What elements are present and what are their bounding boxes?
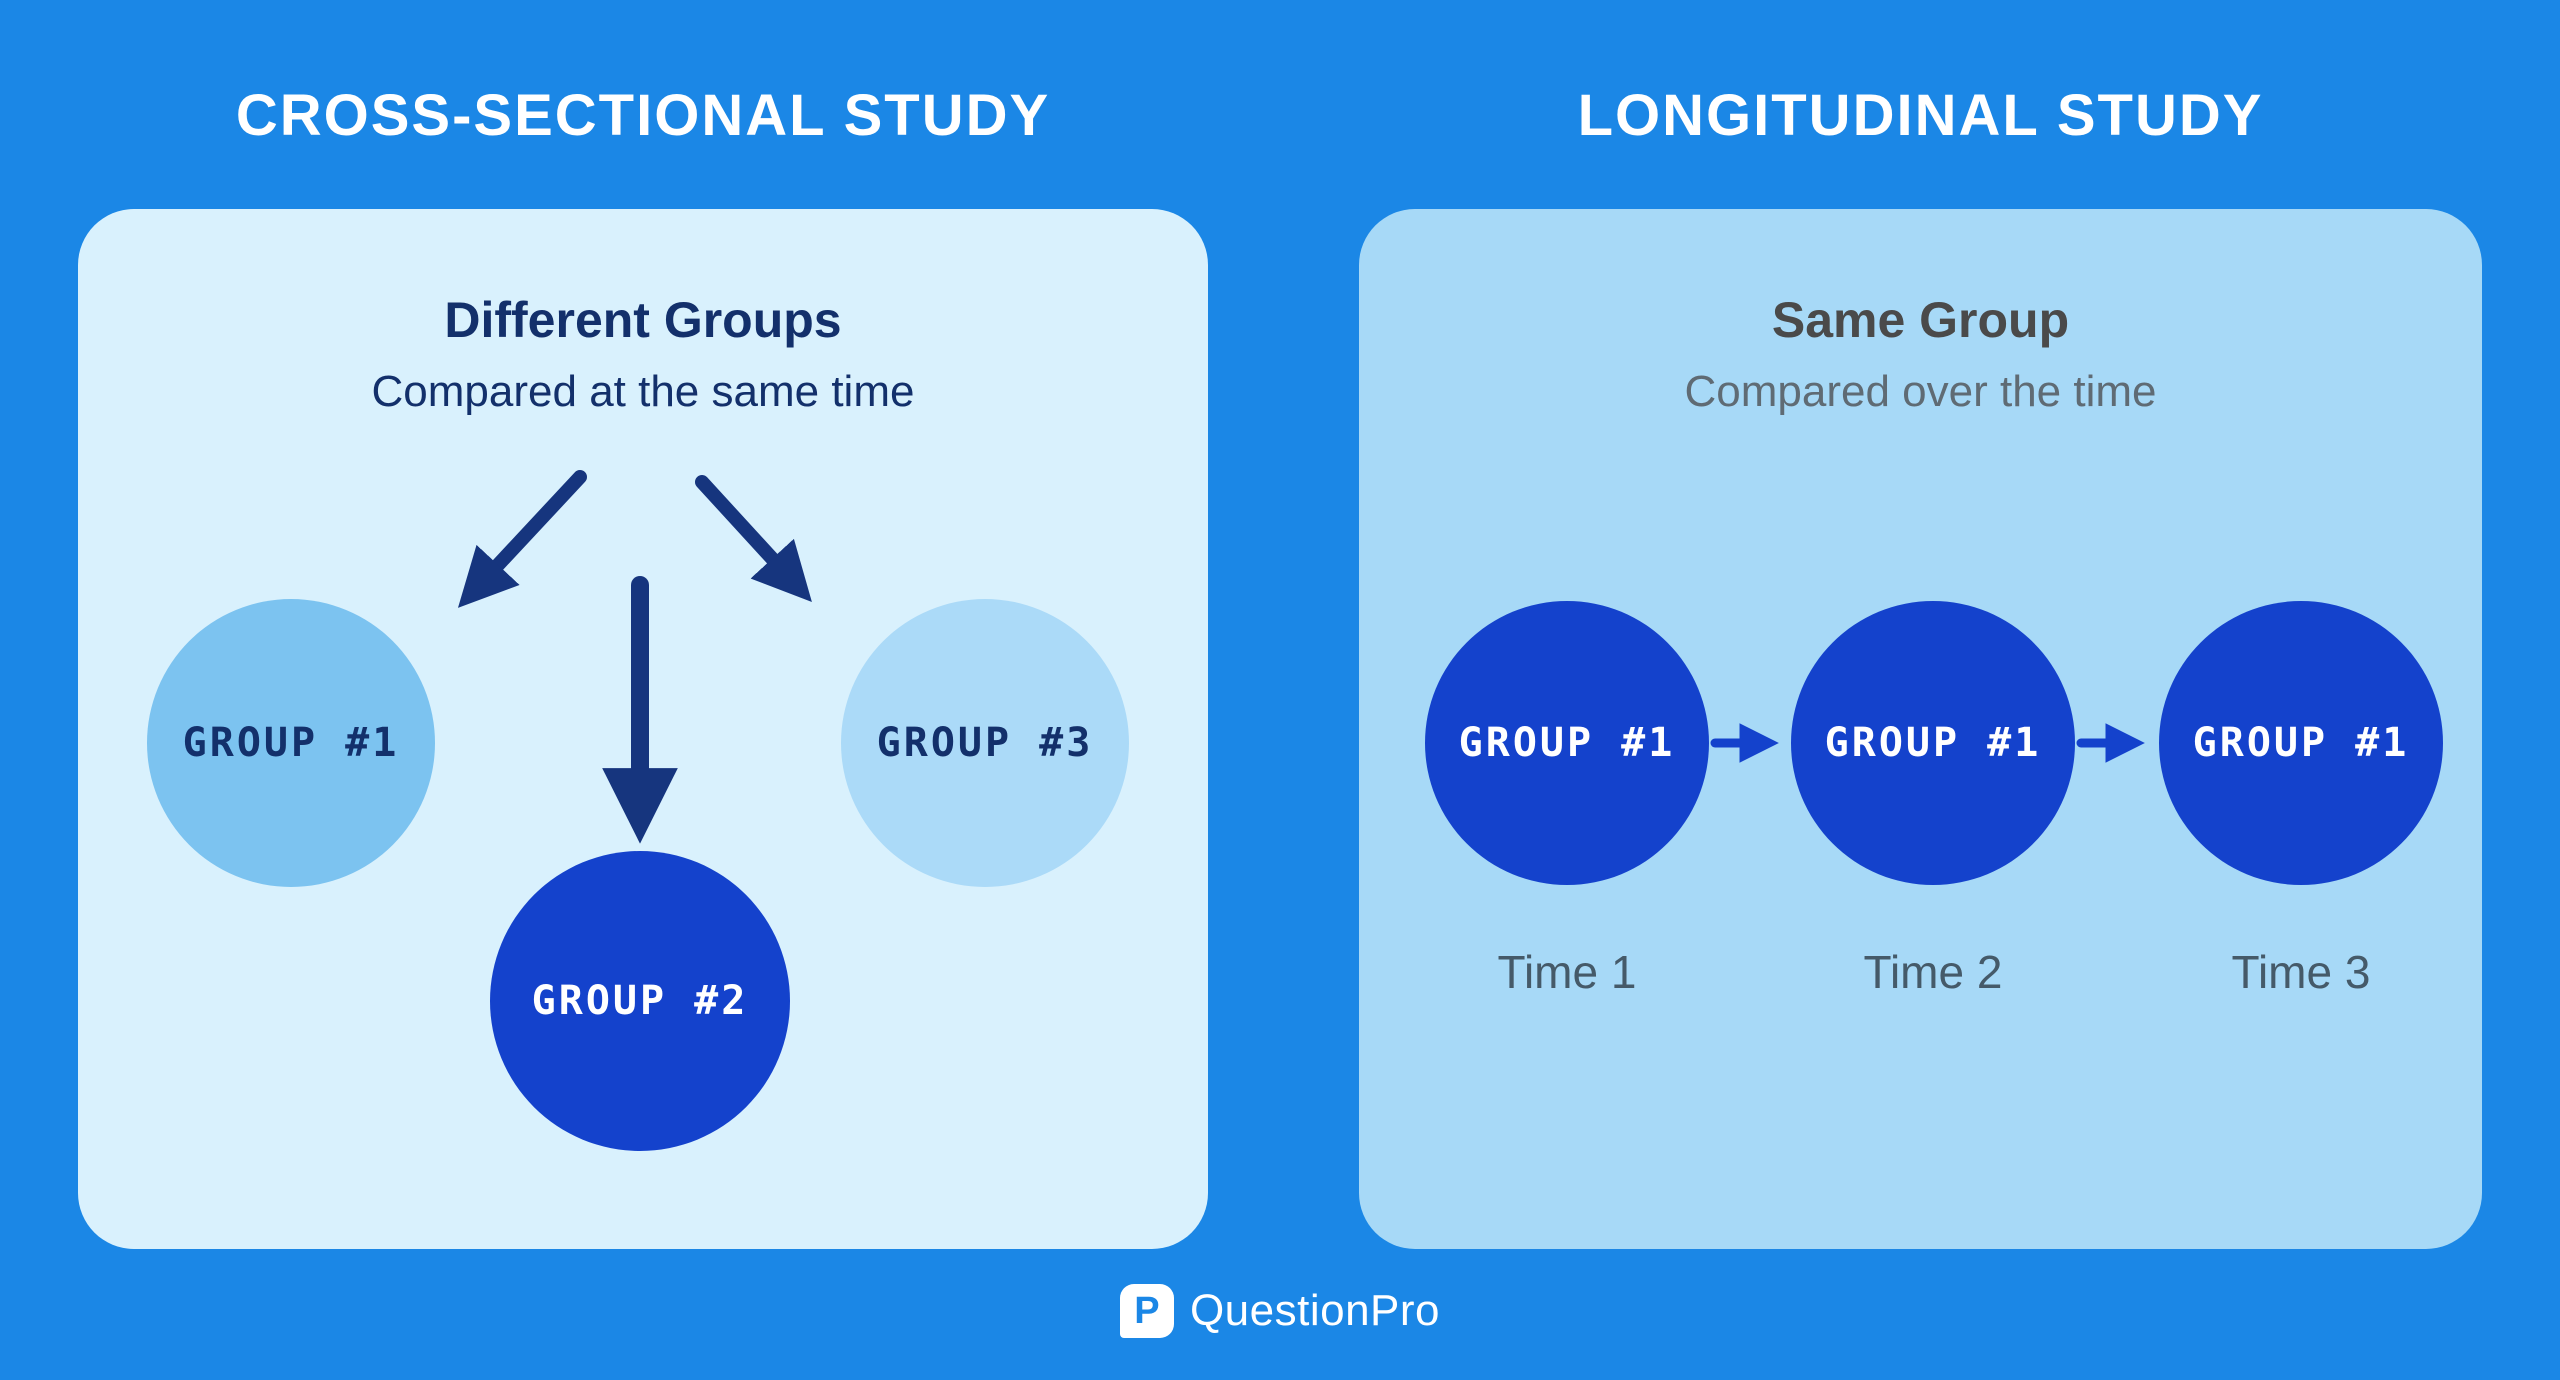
right-panel-title: Same Group: [1771, 292, 2070, 348]
time-1-label: Time 1: [1497, 946, 1637, 998]
brand-name: QuestionPro: [1189, 1286, 1441, 1335]
questionpro-logo-icon: P: [1119, 1284, 1174, 1338]
timeline-circle-3: GROUP #1: [2159, 601, 2443, 885]
left-panel-subtitle: Compared at the same time: [371, 367, 915, 416]
group-1-circle: GROUP #1: [147, 599, 435, 887]
timeline-circle-3-label: GROUP #1: [2192, 720, 2410, 766]
arrow-to-group-3: [695, 475, 812, 603]
timeline-circle-1: GROUP #1: [1425, 601, 1709, 885]
left-panel-title: Different Groups: [444, 292, 842, 348]
group-2-label: GROUP #2: [531, 978, 749, 1024]
brand-footer: P QuestionPro: [0, 1284, 2560, 1338]
longitudinal-panel: Same Group Compared over the time GROUP …: [1359, 209, 2482, 1249]
cross-sectional-heading: CROSS-SECTIONAL STUDY: [235, 83, 1051, 148]
group-3-circle: GROUP #3: [841, 599, 1129, 887]
right-panel-subtitle: Compared over the time: [1684, 367, 2157, 416]
time-3-label: Time 3: [2231, 946, 2371, 998]
longitudinal-heading: LONGITUDINAL STUDY: [1577, 83, 2264, 148]
time-2-label: Time 2: [1863, 946, 2003, 998]
cross-sectional-panel: Different Groups Compared at the same ti…: [78, 209, 1208, 1249]
timeline-circle-2-label: GROUP #1: [1824, 720, 2042, 766]
timeline-circle-2: GROUP #1: [1791, 601, 2075, 885]
logo-letter: P: [1134, 1290, 1160, 1332]
arrow-to-group-1: [457, 470, 587, 608]
group-2-circle: GROUP #2: [490, 851, 790, 1151]
group-1-label: GROUP #1: [182, 720, 400, 766]
timeline-circle-1-label: GROUP #1: [1458, 720, 1676, 766]
group-3-label: GROUP #3: [876, 720, 1094, 766]
